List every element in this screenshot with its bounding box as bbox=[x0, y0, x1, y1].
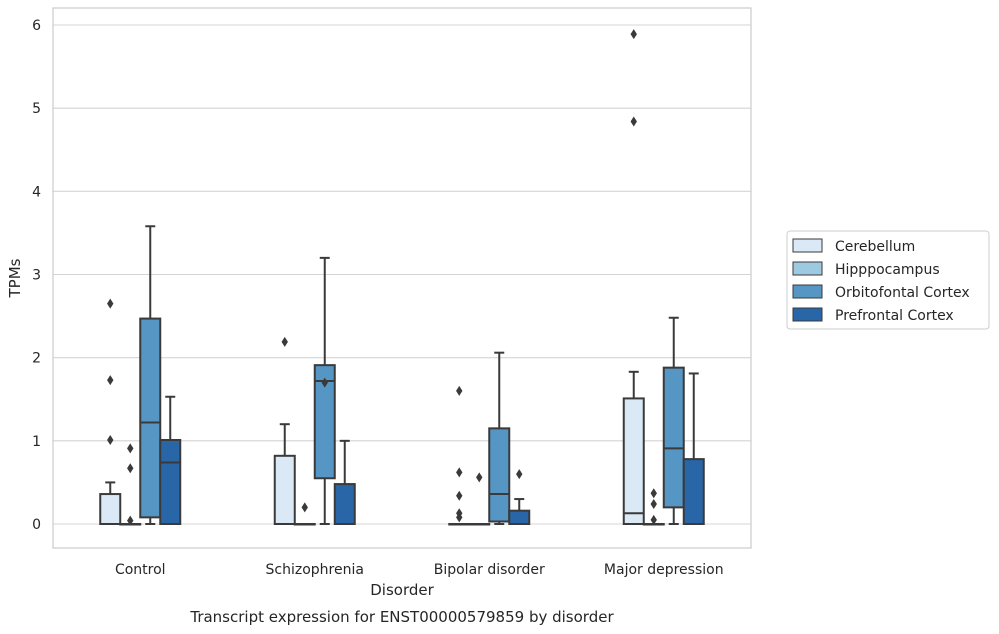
y-tick-label: 1 bbox=[32, 434, 41, 450]
box-body bbox=[99, 493, 122, 525]
y-tick-label: 5 bbox=[32, 101, 41, 117]
box-orbitofontal-cortex bbox=[313, 256, 336, 525]
legend-swatch bbox=[792, 284, 823, 299]
y-tick-label: 3 bbox=[32, 268, 41, 284]
box-orbitofontal-cortex bbox=[488, 351, 511, 525]
legend-label: Prefrontal Cortex bbox=[835, 308, 954, 324]
box-body bbox=[662, 366, 685, 509]
outlier-point bbox=[650, 488, 657, 499]
box-hipppocampus bbox=[293, 502, 316, 526]
box-prefrontal-cortex bbox=[682, 372, 705, 526]
y-tick-label: 4 bbox=[32, 184, 41, 200]
box-body bbox=[139, 317, 162, 519]
outlier-point bbox=[476, 472, 483, 483]
outlier-point bbox=[301, 502, 308, 513]
y-axis-label: TPMs bbox=[6, 258, 24, 298]
legend-swatch bbox=[792, 261, 823, 276]
box-cerebellum bbox=[273, 336, 296, 526]
outlier-point bbox=[516, 469, 523, 480]
outlier-point bbox=[650, 514, 657, 525]
box-orbitofontal-cortex bbox=[662, 316, 685, 525]
outlier-point bbox=[127, 515, 134, 526]
box-body bbox=[159, 439, 182, 526]
box-body bbox=[313, 364, 336, 480]
legend-label: Cerebellum bbox=[835, 239, 915, 255]
legend-frame bbox=[786, 230, 990, 330]
box-groups bbox=[99, 29, 705, 526]
x-tick-labels: Control Schizophrenia Bipolar disorder Majo… bbox=[115, 562, 724, 578]
outlier-point bbox=[456, 467, 463, 478]
x-tick-label: Major depression bbox=[604, 562, 724, 578]
box-body bbox=[333, 483, 356, 525]
x-axis-label: Disorder bbox=[370, 581, 434, 599]
outlier-point bbox=[107, 375, 114, 386]
box-prefrontal-cortex bbox=[508, 469, 531, 525]
outlier-point bbox=[281, 336, 288, 347]
legend-swatch bbox=[792, 307, 823, 322]
box-prefrontal-cortex bbox=[333, 439, 356, 525]
box-body bbox=[273, 454, 296, 526]
x-tick-label: Schizophrenia bbox=[266, 562, 364, 578]
box-orbitofontal-cortex bbox=[139, 225, 162, 525]
box-hipppocampus bbox=[119, 443, 142, 526]
y-tick-labels: 0 1 2 3 4 5 6 bbox=[32, 18, 41, 533]
outlier-point bbox=[456, 385, 463, 396]
box-prefrontal-cortex bbox=[159, 395, 182, 526]
outlier-point bbox=[321, 377, 328, 388]
box-cerebellum bbox=[448, 385, 471, 526]
y-tick-label: 6 bbox=[32, 18, 41, 34]
x-tick-label: Control bbox=[115, 562, 166, 578]
outlier-point bbox=[630, 116, 637, 127]
outlier-point bbox=[127, 463, 134, 474]
box-body bbox=[622, 397, 645, 525]
y-tick-label: 2 bbox=[32, 351, 41, 367]
box-cerebellum bbox=[622, 29, 645, 525]
outlier-point bbox=[456, 508, 463, 519]
legend: Cerebellum Hipppocampus Orbitofontal Corte… bbox=[786, 230, 990, 330]
outlier-point bbox=[127, 443, 134, 454]
legend-label: Hipppocampus bbox=[835, 262, 940, 278]
box-hipppocampus bbox=[642, 488, 665, 526]
outlier-point bbox=[107, 435, 114, 446]
outlier-point bbox=[456, 490, 463, 501]
box-cerebellum bbox=[99, 298, 122, 525]
plot-area-frame bbox=[52, 7, 752, 549]
legend-swatch bbox=[792, 238, 823, 253]
outlier-point bbox=[650, 499, 657, 510]
x-tick-label: Bipolar disorder bbox=[434, 562, 545, 578]
box-body bbox=[682, 458, 705, 526]
box-body bbox=[488, 427, 511, 523]
y-tick-label: 0 bbox=[32, 517, 41, 533]
outlier-point bbox=[107, 298, 114, 309]
figure-caption: Transcript expression for ENST0000057985… bbox=[189, 608, 614, 626]
legend-label: Orbitofontal Cortex bbox=[835, 285, 970, 301]
box-hipppocampus bbox=[468, 472, 491, 526]
box-body bbox=[508, 509, 531, 525]
outlier-point bbox=[630, 29, 637, 40]
